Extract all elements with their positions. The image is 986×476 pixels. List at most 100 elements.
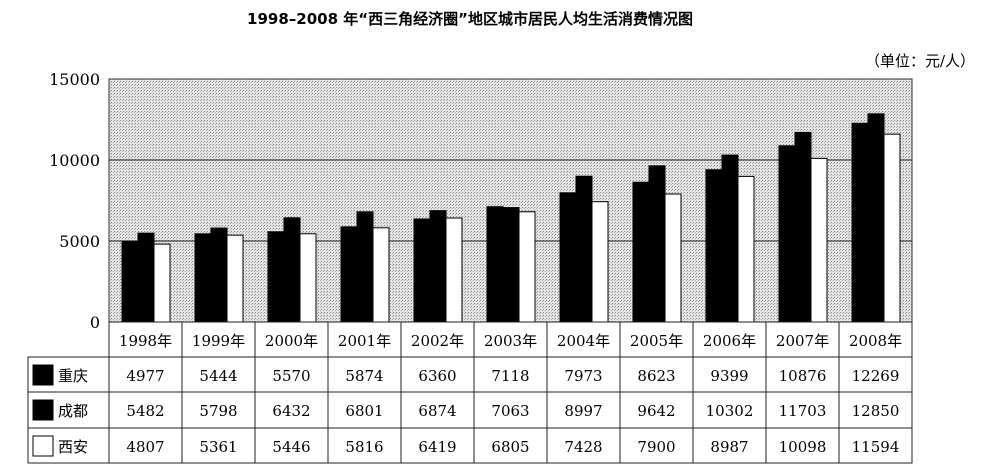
- table-header-cell: [473, 321, 548, 358]
- bar-成都-2007年: [794, 131, 812, 323]
- data-label: 5874: [345, 367, 383, 385]
- bar-成都-2006年: [721, 154, 739, 323]
- table-cell: [327, 356, 402, 393]
- bar-重庆-2001年: [340, 226, 358, 323]
- data-label: 7428: [564, 438, 602, 456]
- table-cell: [254, 356, 329, 393]
- data-label: 6874: [418, 402, 456, 420]
- y-tick-label: 5000: [59, 232, 100, 251]
- bar-西安-2007年: [810, 157, 828, 323]
- table-cell: [619, 427, 694, 464]
- table-cell: [400, 391, 475, 429]
- bar-重庆-2002年: [413, 218, 431, 323]
- table-cell: [619, 356, 694, 393]
- bar-成都-2002年: [429, 210, 447, 323]
- legend-label: 重庆: [58, 367, 88, 385]
- data-label: 5798: [199, 402, 237, 420]
- data-label: 7900: [637, 438, 675, 456]
- table-header-cell: [400, 321, 475, 358]
- table-cell: [254, 427, 329, 464]
- data-label: 12269: [852, 367, 900, 385]
- data-label: 8997: [564, 402, 602, 420]
- table-cell: [765, 391, 840, 429]
- bar-西安-2004年: [591, 201, 609, 323]
- data-label: 4977: [126, 367, 164, 385]
- bar-成都-2004年: [575, 175, 593, 323]
- table-cell: [108, 391, 183, 429]
- bar-重庆-1998年: [121, 240, 139, 323]
- data-label: 6801: [345, 402, 383, 420]
- bar-重庆-1999年: [194, 233, 212, 323]
- data-label: 5361: [199, 438, 237, 456]
- data-label: 10302: [706, 402, 754, 420]
- bar-西安-2002年: [445, 217, 463, 323]
- data-label: 5444: [199, 367, 237, 385]
- x-tick-label: 1998年: [119, 332, 172, 350]
- table-cell: [619, 391, 694, 429]
- legend-swatch: [32, 364, 54, 386]
- data-label: 6805: [491, 438, 529, 456]
- chart-title: 1998–2008 年“西三角经济圈”地区城市居民人均生活消费情况图: [247, 10, 693, 28]
- bar-重庆-2000年: [267, 231, 285, 323]
- legend-label: 成都: [58, 402, 88, 420]
- bar-重庆-2005年: [632, 181, 650, 323]
- bar-成都-2005年: [648, 165, 666, 323]
- table-cell: [108, 356, 183, 393]
- y-tick-label: 0: [90, 313, 100, 332]
- data-label: 9642: [637, 402, 675, 420]
- bar-成都-2001年: [356, 211, 374, 323]
- x-tick-label: 2003年: [484, 332, 537, 350]
- table-cell: [546, 356, 621, 393]
- x-tick-label: 2000年: [265, 332, 318, 350]
- data-label: 5816: [345, 438, 383, 456]
- table-cell: [838, 427, 913, 464]
- data-label: 6360: [418, 367, 456, 385]
- data-label: 11703: [779, 402, 827, 420]
- data-label: 5570: [272, 367, 310, 385]
- data-label: 7118: [491, 367, 529, 385]
- table-cell: [473, 391, 548, 429]
- table-cell: [692, 427, 767, 464]
- table-cell: [765, 356, 840, 393]
- data-label: 4807: [126, 438, 164, 456]
- bar-重庆-2007年: [778, 145, 796, 323]
- data-label: 10098: [779, 438, 827, 456]
- x-tick-label: 2006年: [703, 332, 756, 350]
- bar-西安-1999年: [226, 234, 244, 323]
- x-tick-label: 2004年: [557, 332, 610, 350]
- legend-label: 西安: [58, 438, 88, 456]
- legend-swatch: [32, 399, 54, 421]
- data-label: 5482: [126, 402, 164, 420]
- legend-swatch: [32, 435, 54, 457]
- data-label: 8987: [710, 438, 748, 456]
- table-cell: [181, 391, 256, 429]
- bar-西安-2003年: [518, 211, 536, 323]
- bar-成都-1999年: [210, 227, 228, 323]
- table-cell: [108, 427, 183, 464]
- data-label: 8623: [637, 367, 675, 385]
- bar-重庆-2008年: [851, 122, 869, 323]
- table-header-cell: [181, 321, 256, 358]
- bar-西安-2000年: [299, 233, 317, 323]
- table-cell: [400, 356, 475, 393]
- bar-成都-2008年: [867, 113, 885, 323]
- table-header-cell: [108, 321, 183, 358]
- bar-西安-2001年: [372, 227, 390, 323]
- data-label: 7973: [564, 367, 602, 385]
- table-cell: [181, 356, 256, 393]
- y-tick-label: 10000: [49, 151, 100, 170]
- table-cell: [838, 356, 913, 393]
- bar-成都-1998年: [137, 232, 155, 323]
- y-tick-label: 15000: [49, 70, 100, 89]
- data-label: 12850: [852, 402, 900, 420]
- table-header-cell: [254, 321, 329, 358]
- data-label: 9399: [710, 367, 748, 385]
- bar-成都-2003年: [502, 207, 520, 323]
- data-label: 11594: [852, 438, 900, 456]
- x-tick-label: 2001年: [338, 332, 391, 350]
- x-tick-label: 1999年: [192, 332, 245, 350]
- bar-重庆-2003年: [486, 206, 504, 323]
- data-label: 5446: [272, 438, 310, 456]
- table-cell: [400, 427, 475, 464]
